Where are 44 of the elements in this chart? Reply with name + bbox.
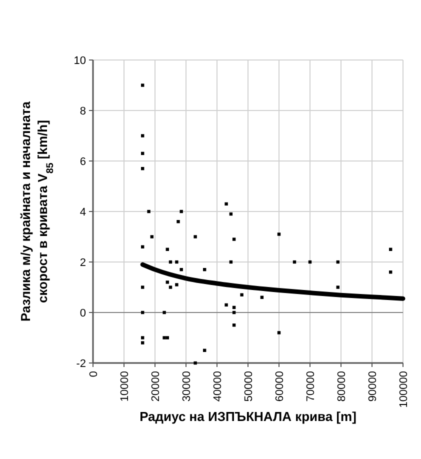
x-tick-label: 70000 xyxy=(304,371,317,402)
point xyxy=(141,134,144,138)
point xyxy=(224,202,228,206)
point xyxy=(175,283,178,286)
x-tick-label: 100000 xyxy=(398,371,410,408)
point xyxy=(141,286,144,289)
x-tick-label: 90000 xyxy=(366,371,379,402)
point xyxy=(150,235,154,238)
x-tick-label: 50000 xyxy=(242,371,255,402)
point xyxy=(166,280,169,284)
x-tick-label: 20000 xyxy=(150,371,162,402)
point xyxy=(162,336,166,340)
x-tick-label: 60000 xyxy=(274,371,286,402)
y-tick-label: -2 xyxy=(76,358,86,370)
point xyxy=(277,331,281,334)
point xyxy=(141,341,144,344)
point xyxy=(168,286,172,289)
x-tick-label: 80000 xyxy=(336,371,348,402)
point xyxy=(194,235,197,238)
y-tick-label: 8 xyxy=(80,105,86,118)
point xyxy=(147,210,150,214)
x-tick-label: 40000 xyxy=(212,371,224,402)
point xyxy=(232,238,236,241)
point xyxy=(224,303,228,307)
line-series xyxy=(140,262,406,301)
x-tick-label: 10000 xyxy=(118,371,131,402)
y-tick-label: 10 xyxy=(74,54,86,67)
point xyxy=(141,84,144,87)
x-tick-label: 0 xyxy=(88,371,100,378)
point xyxy=(175,260,178,264)
point xyxy=(176,220,180,224)
point xyxy=(277,232,281,236)
point xyxy=(194,361,197,365)
x-axis-title: Радиус на ИЗПЪКНАЛА крива [m] xyxy=(140,409,356,424)
y-tick-label: 4 xyxy=(80,206,86,218)
y-tick-label: 0 xyxy=(80,307,86,320)
point xyxy=(162,310,166,314)
y-tick-label: 6 xyxy=(80,156,86,168)
x-tick-label: 30000 xyxy=(180,371,193,402)
point xyxy=(240,293,244,296)
point xyxy=(336,286,340,289)
point xyxy=(141,336,144,340)
y-tick-label: 2 xyxy=(80,256,86,269)
point xyxy=(166,336,169,340)
